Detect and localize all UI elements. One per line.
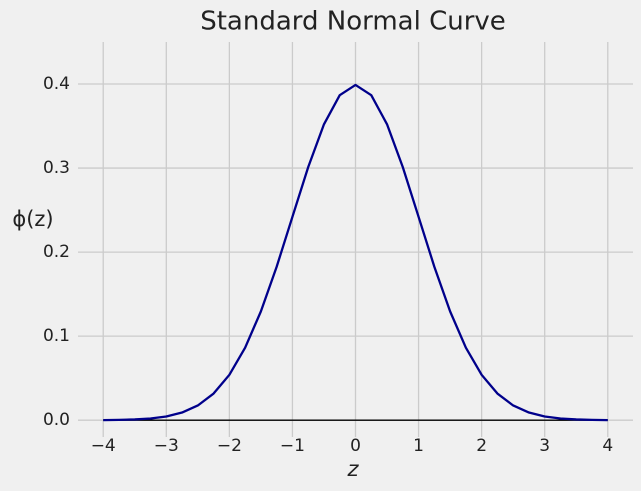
x-tick-label: −2 bbox=[217, 436, 242, 456]
y-tick-label: 0.1 bbox=[43, 326, 70, 346]
y-tick-label: 0.4 bbox=[43, 74, 70, 94]
x-tick-label: −1 bbox=[280, 436, 305, 456]
x-tick-label: −3 bbox=[154, 436, 179, 456]
y-tick-label: 0.0 bbox=[43, 410, 70, 430]
x-tick-label: 3 bbox=[539, 436, 550, 456]
line bbox=[103, 83, 608, 422]
y-axis-label: ϕ(z) bbox=[12, 207, 53, 231]
chart-title: Standard Normal Curve bbox=[200, 7, 506, 37]
x-tick-label: 1 bbox=[413, 436, 424, 456]
y-tick-label: 0.3 bbox=[43, 158, 70, 178]
y-tick-label: 0.2 bbox=[43, 242, 70, 262]
x-axis-label: z bbox=[346, 457, 359, 481]
x-tick-label: −4 bbox=[91, 436, 116, 456]
x-tick-label: 4 bbox=[602, 436, 613, 456]
x-tick-label: 2 bbox=[476, 436, 487, 456]
x-tick-label: 0 bbox=[350, 436, 361, 456]
